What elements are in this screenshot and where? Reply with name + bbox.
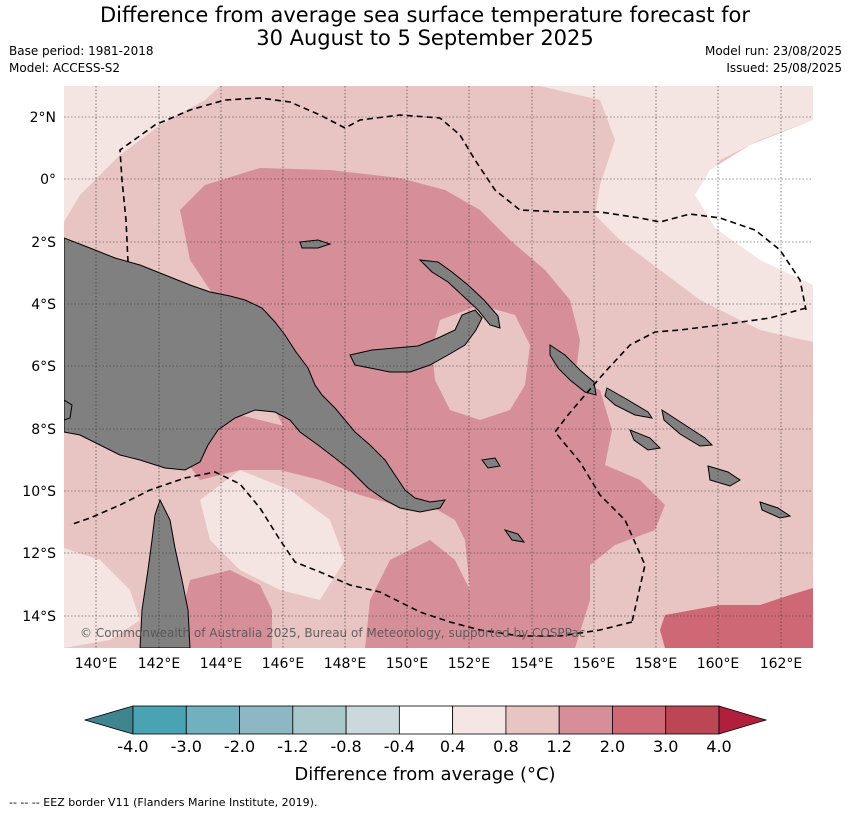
lon-label: 156°E [573,656,616,672]
lon-label: 150°E [386,656,429,672]
anomaly-fill-1.2-2.0-png-south [185,415,420,505]
new-ireland-island [418,259,501,329]
anomaly-fill-0.4-0.8-northeast [540,86,813,342]
colorbar-swatch [612,705,667,735]
meta-right: Model run: 23/08/2025 Issued: 25/08/2025 [705,43,842,77]
lat-label: 2°S [31,235,56,251]
colorbar-tick-label: -1.2 [277,737,308,756]
issued-date: Issued: 25/08/2025 [726,61,842,75]
lon-label: 146°E [262,656,305,672]
dentrecasteaux-islands [481,457,501,469]
anomaly-fill-2.0-3.0-southeast [660,588,813,648]
solomon-islands-3 [707,465,741,487]
colorbar-swatch [665,705,720,735]
colorbar-tick-label: 3.0 [653,737,678,756]
lon-label: 140°E [75,656,118,672]
colorbar-swatch [452,705,507,735]
east-timor-fragment [64,399,73,421]
lon-label: 162°E [760,656,803,672]
colorbar-swatch [505,705,560,735]
lon-label: 160°E [697,656,740,672]
lon-label: 158°E [635,656,678,672]
colorbar-swatch [292,705,347,735]
louisiade-archipelago [503,529,526,543]
colorbar-swatch [132,705,187,735]
colorbar-tick-label: 0.8 [493,737,518,756]
lat-label: 6°S [31,359,56,375]
eez-border-southwest [69,471,633,637]
lat-label: 4°S [31,297,56,313]
colorbar-swatch [398,705,454,735]
anomaly-fill-neutral-northeast [695,120,813,285]
copyright-notice: © Commonwealth of Australia 2025, Bureau… [80,626,585,640]
solomon-islands-4 [759,501,792,519]
base-period: Base period: 1981-2018 [9,44,154,58]
lon-label: 152°E [448,656,491,672]
meta-left: Base period: 1981-2018 Model: ACCESS-S2 [9,43,154,77]
lon-label: 148°E [324,656,367,672]
longitude-labels: 140°E 142°E 144°E 146°E 148°E 150°E 152°… [75,656,803,672]
solomon-islands-2 [661,408,714,447]
eez-border-north [119,97,807,311]
colorbar-swatch [345,705,400,735]
bougainville-island [549,344,597,396]
latitude-labels: 2°N 0° 2°S 4°S 6°S 8°S 10°S 12°S 14°S [22,110,56,625]
lon-label: 154°E [511,656,554,672]
lon-label: 142°E [138,656,181,672]
colorbar-tick-label: 0.4 [440,737,465,756]
colorbar-tick-label: 4.0 [706,737,731,756]
eez-borders [69,97,807,637]
lat-label: 14°S [22,609,56,625]
solomon-islands-1 [604,387,654,419]
model-name: Model: ACCESS-S2 [9,61,121,75]
anomaly-fill-1.2-2.0-central [180,168,665,648]
lat-label: 10°S [22,484,56,500]
lat-label: 2°N [30,110,56,126]
model-run: Model run: 23/08/2025 [704,44,842,58]
colorbar-tick-label: 1.2 [546,737,571,756]
colorbar-extend-low [83,705,134,735]
title-line-1: Difference from average sea surface temp… [100,3,750,27]
colorbar-tick-label: -4.0 [117,737,148,756]
colorbar-extend-high [718,705,768,735]
anomaly-fill-0.4-0.8-northwest [64,86,220,222]
solomon-islands-5 [629,429,662,451]
new-britain-island [349,309,483,373]
colorbar-label: Difference from average (°C) [294,764,556,785]
colorbar-swatch [185,705,240,735]
colorbar-tick-label: 2.0 [600,737,625,756]
colorbar-swatch [558,705,613,735]
lat-label: 8°S [31,422,56,438]
colorbar-tick-label: -0.8 [330,737,361,756]
colorbar-tick-label: -0.4 [384,737,415,756]
lat-label: 12°S [22,546,56,562]
anomaly-fill-0.4-0.8-central-south [200,470,345,600]
colorbar-swatch [239,705,294,735]
manus-island [299,239,332,249]
anomaly-fill-0.4-0.8-southwest [64,548,140,648]
lon-label: 144°E [200,656,243,672]
cape-york-peninsula [139,498,191,648]
colorbar-tick-label: -3.0 [171,737,202,756]
colorbar-tick-label: -2.0 [224,737,255,756]
title-line-2: 30 August to 5 September 2025 [256,26,594,50]
anomaly-fill-1.2-2.0-southwest [180,570,272,648]
lat-label: 0° [40,172,56,188]
chart-title: Difference from average sea surface temp… [0,4,850,50]
eez-legend-footer: -- -- -- EEZ border V11 (Flanders Marine… [9,796,318,809]
eez-border-east [553,307,807,623]
sst-anomaly-map: © Commonwealth of Australia 2025, Bureau… [64,86,813,648]
colorbar: -4.0 -3.0 -2.0 -1.2 -0.8 -0.4 0.4 0.8 1.2 2.0 3.0 4… [83,705,768,756]
graticule [64,86,813,648]
